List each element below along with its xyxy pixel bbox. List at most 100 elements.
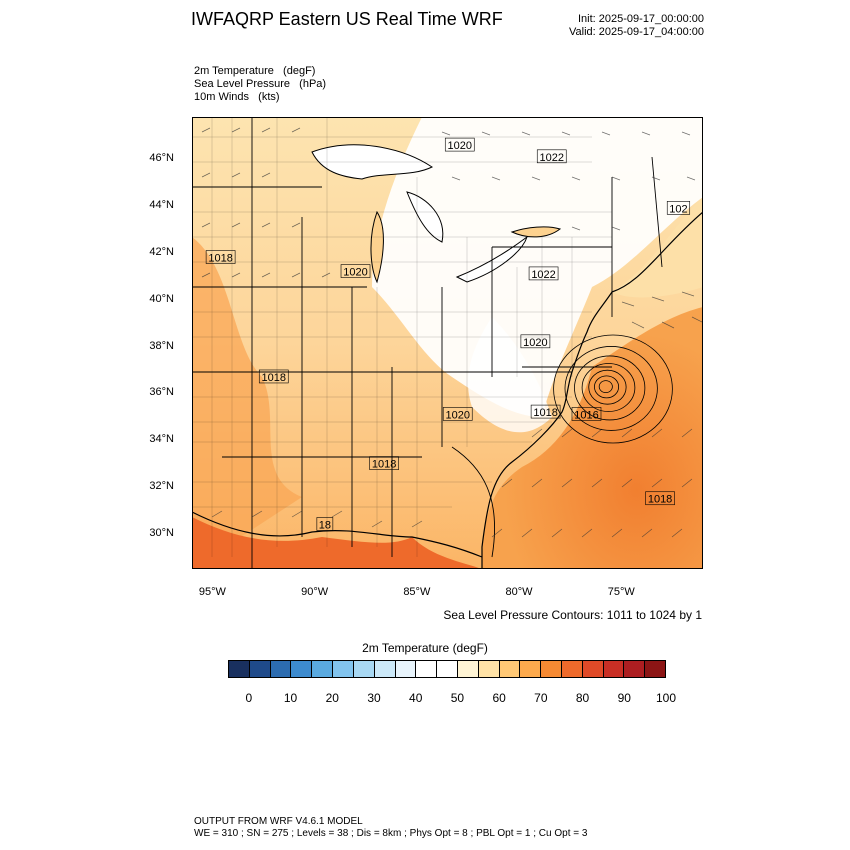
colorbar-box — [457, 661, 479, 677]
lat-label: 30°N — [149, 526, 174, 539]
lake-huron — [406, 191, 444, 243]
lon-label: 80°W — [505, 586, 533, 598]
atlantic-ocean — [482, 307, 703, 569]
pressure-label: 1020 — [445, 409, 469, 421]
colorbar-box — [249, 661, 271, 677]
init-time: Init: 2025-09-17_00:00:00 — [578, 13, 704, 25]
pressure-label: 18 — [319, 520, 331, 532]
colorbar-box — [312, 661, 334, 677]
colorbar-box — [416, 661, 438, 677]
colorbar-box — [229, 661, 250, 677]
pressure-label: 1018 — [648, 494, 672, 506]
isobar — [594, 375, 620, 399]
pressure-label: 1018 — [262, 372, 286, 384]
pressure-label: 1016 — [574, 409, 598, 421]
lon-label: 90°W — [301, 586, 329, 598]
colorbar-tick-label: 20 — [325, 691, 339, 705]
pressure-label-box — [530, 404, 561, 419]
colorbar-tick-label: 100 — [655, 691, 677, 705]
wind-barbs — [201, 127, 703, 538]
colorbar-box — [582, 661, 604, 677]
footer-model: OUTPUT FROM WRF V4.6.1 MODEL — [194, 816, 363, 827]
valid-time: Valid: 2025-09-17_04:00:00 — [569, 26, 704, 38]
colorbar — [228, 660, 666, 678]
isobar — [564, 346, 658, 431]
field-pressure: Sea Level Pressure (hPa) — [194, 78, 327, 90]
colorbar-box — [541, 661, 562, 677]
lon-label: 85°W — [403, 586, 431, 598]
colorbar-tick-label: 80 — [575, 691, 590, 705]
gulf-of-mexico — [192, 517, 482, 569]
lat-label: 34°N — [149, 433, 174, 446]
pressure-label-box — [340, 264, 371, 278]
pressure-label-box — [316, 517, 334, 531]
pressure-label: 1022 — [540, 152, 564, 164]
pressure-label: 1022 — [531, 269, 555, 281]
pressure-label: 1018 — [372, 459, 396, 471]
pressure-label-box — [666, 201, 691, 215]
colorbar-tick-label: 40 — [409, 691, 423, 705]
county-texture — [192, 117, 612, 557]
gulf-coastline — [192, 511, 483, 558]
lat-label: 32°N — [149, 480, 174, 493]
isobar — [581, 363, 636, 412]
colorbar-box — [437, 661, 458, 677]
contour-note: Sea Level Pressure Contours: 1011 to 102… — [443, 608, 702, 622]
lat-label: 46°N — [149, 152, 174, 165]
lake-michigan — [370, 210, 384, 284]
cool-appalachia — [468, 317, 552, 433]
pressure-label-box — [442, 407, 473, 421]
footer-config: WE = 310 ; SN = 275 ; Levels = 38 ; Dis … — [194, 828, 588, 839]
colorbar-title: 2m Temperature (degF) — [362, 641, 488, 655]
colorbar-tick-label: 30 — [367, 691, 381, 705]
isobar — [588, 369, 627, 405]
colorbar-box — [291, 661, 313, 677]
colorbar-box — [353, 661, 375, 677]
pressure-label: 1020 — [343, 267, 367, 279]
colorbar-box — [499, 661, 521, 677]
field-temperature: 2m Temperature (degF) — [194, 65, 316, 77]
isobar — [598, 380, 613, 394]
pressure-label-box — [369, 456, 399, 470]
map-frame — [192, 117, 703, 569]
colorbar-tick-label: 50 — [450, 691, 465, 705]
colorbar-box — [624, 661, 646, 677]
colorbar-box — [603, 661, 625, 677]
weather-map: 1020 1022 102 1018 1020 1022 1020 1018 1020 1018 1… — [192, 117, 703, 569]
colorbar-tick-label: 70 — [534, 691, 548, 705]
lake-ontario — [510, 226, 562, 238]
low-pressure-isobars — [553, 334, 673, 444]
colorbar-box — [395, 661, 417, 677]
lat-label: 38°N — [149, 339, 174, 352]
pressure-label: 1018 — [208, 253, 232, 265]
colorbar-box — [270, 661, 292, 677]
pressure-label-box — [571, 407, 602, 421]
pressure-label: 102 — [669, 203, 687, 215]
map-title: IWFAQRP Eastern US Real Time WRF — [191, 9, 503, 29]
lon-label: 95°W — [198, 586, 226, 598]
lon-label: 75°W — [607, 586, 635, 598]
west-warm-zone — [192, 237, 302, 569]
colorbar-box — [645, 661, 666, 677]
pressure-label: 1020 — [448, 140, 472, 152]
lat-label: 44°N — [149, 198, 174, 211]
pressure-label-box — [528, 266, 559, 281]
isobar — [574, 355, 646, 421]
field-winds: 10m Winds (kts) — [194, 91, 280, 103]
pressure-label-box — [205, 250, 236, 264]
pressure-label-box — [444, 137, 475, 152]
colorbar-box — [374, 661, 396, 677]
isobar — [553, 334, 673, 444]
colorbar-box — [333, 661, 354, 677]
pressure-labels: 1020 1022 102 1018 1020 1022 1020 1018 1020 1018 1… — [205, 137, 691, 532]
lat-label: 42°N — [149, 245, 174, 258]
colorbar-tick-label: 60 — [492, 691, 506, 705]
east-coastline — [481, 211, 703, 569]
pressure-label: 1018 — [533, 407, 557, 419]
colorbar-tick-label: 10 — [283, 691, 298, 705]
lat-label: 40°N — [149, 292, 174, 305]
pressure-label-box — [536, 149, 567, 164]
pressure-label-box — [645, 491, 675, 506]
pressure-label-box — [258, 369, 289, 384]
colorbar-box — [520, 661, 542, 677]
